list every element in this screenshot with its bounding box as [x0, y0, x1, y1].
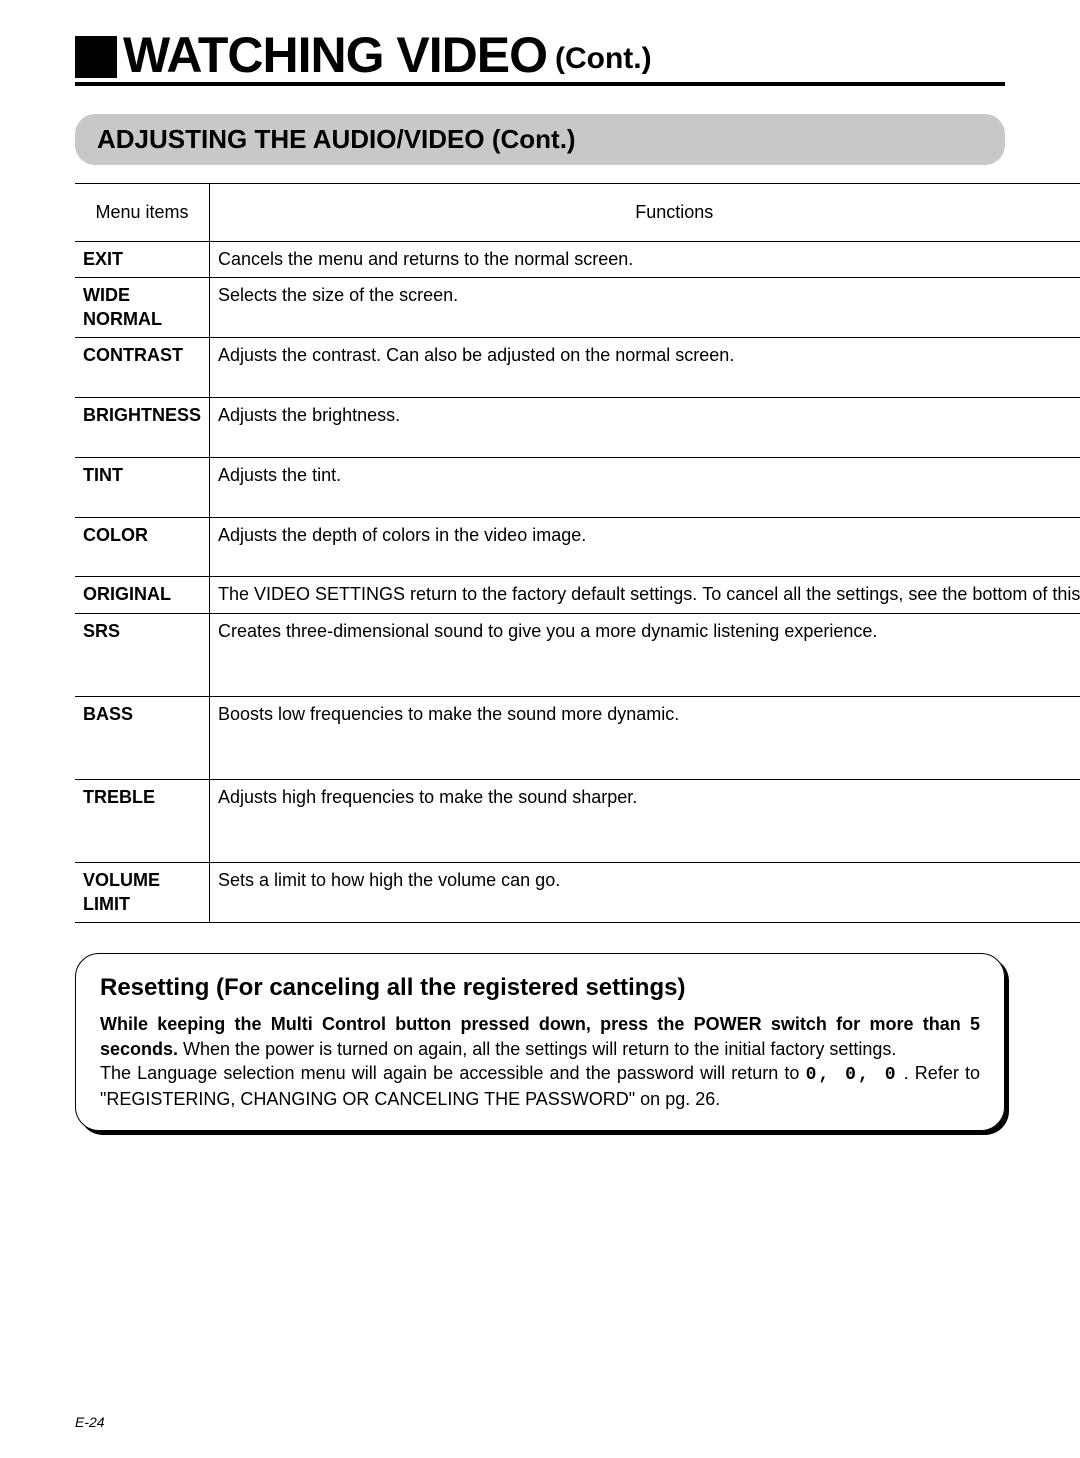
- cell-function: Boosts low frequencies to make the sound…: [210, 696, 1080, 779]
- page-title-cont: (Cont.): [555, 42, 652, 76]
- reset-text-1: When the power is turned on again, all t…: [178, 1039, 896, 1059]
- table-row: WIDENORMALSelects the size of the screen…: [75, 278, 1080, 338]
- cell-menu-item: TREBLE: [75, 780, 210, 863]
- cell-function: The VIDEO SETTINGS return to the factory…: [210, 577, 1080, 613]
- reset-text-2a: The Language selection menu will again b…: [100, 1063, 806, 1083]
- page-title: WATCHING VIDEO: [123, 30, 547, 80]
- col-functions: Functions: [210, 184, 1080, 242]
- table-row: EXITCancels the menu and returns to the …: [75, 242, 1080, 278]
- cell-function: Adjusts the depth of colors in the video…: [210, 517, 1080, 577]
- cell-menu-item: SRS: [75, 613, 210, 696]
- cell-function: Selects the size of the screen.: [210, 278, 1080, 338]
- title-square-icon: [75, 36, 117, 78]
- reset-title: Resetting (For canceling all the registe…: [100, 972, 980, 1004]
- reset-body-2: The Language selection menu will again b…: [100, 1061, 980, 1112]
- settings-table: Menu items Functions Multi Control butto…: [75, 183, 1080, 923]
- section-subheader: ADJUSTING THE AUDIO/VIDEO (Cont.): [75, 114, 1005, 165]
- table-row: ORIGINALThe VIDEO SETTINGS return to the…: [75, 577, 1080, 613]
- table-row: BRIGHTNESSAdjusts the brightness.' (+)§ …: [75, 397, 1080, 457]
- cell-function: Adjusts the contrast. Can also be adjust…: [210, 338, 1080, 398]
- cell-menu-item: BASS: [75, 696, 210, 779]
- cell-menu-item: WIDENORMAL: [75, 278, 210, 338]
- col-menu-items: Menu items: [75, 184, 210, 242]
- cell-menu-item: EXIT: [75, 242, 210, 278]
- reset-digits: 0, 0, 0: [806, 1065, 898, 1085]
- cell-menu-item: CONTRAST: [75, 338, 210, 398]
- cell-menu-item: BRIGHTNESS: [75, 397, 210, 457]
- cell-menu-item: VOLUMELIMIT: [75, 863, 210, 923]
- page-title-bar: WATCHING VIDEO (Cont.): [75, 30, 1005, 86]
- table-header-row: Menu items Functions Multi Control butto…: [75, 184, 1080, 242]
- cell-function: Sets a limit to how high the volume can …: [210, 863, 1080, 923]
- table-row: CONTRASTAdjusts the contrast. Can also b…: [75, 338, 1080, 398]
- table-row: BASSBoosts low frequencies to make the s…: [75, 696, 1080, 779]
- table-row: COLORAdjusts the depth of colors in the …: [75, 517, 1080, 577]
- cell-menu-item: COLOR: [75, 517, 210, 577]
- table-row: SRSCreates three-dimensional sound to gi…: [75, 613, 1080, 696]
- table-row: TREBLEAdjusts high frequencies to make t…: [75, 780, 1080, 863]
- cell-function: Cancels the menu and returns to the norm…: [210, 242, 1080, 278]
- cell-function: Adjusts the tint.: [210, 457, 1080, 517]
- reset-box: Resetting (For canceling all the registe…: [75, 953, 1005, 1131]
- cell-menu-item: ORIGINAL: [75, 577, 210, 613]
- cell-function: Adjusts the brightness.: [210, 397, 1080, 457]
- cell-menu-item: TINT: [75, 457, 210, 517]
- table-row: VOLUMELIMITSets a limit to how high the …: [75, 863, 1080, 923]
- cell-function: Adjusts high frequencies to make the sou…: [210, 780, 1080, 863]
- page-number: E-24: [75, 1414, 105, 1430]
- reset-body-1: While keeping the Multi Control button p…: [100, 1012, 980, 1061]
- cell-function: Creates three-dimensional sound to give …: [210, 613, 1080, 696]
- table-row: TINTAdjusts the tint.' (+)§ (–)RedderGre…: [75, 457, 1080, 517]
